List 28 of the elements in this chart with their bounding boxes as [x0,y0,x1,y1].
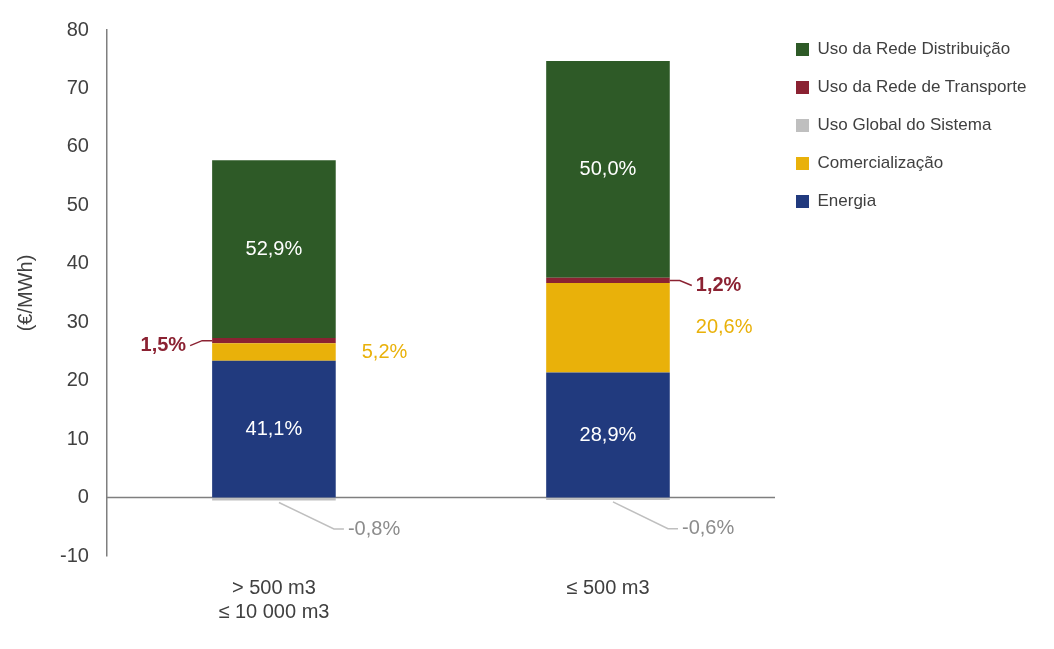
annotation: 5,2% [361,339,408,362]
legend-label: Energia [817,191,877,211]
legend-label: Uso Global do Sistema [817,115,992,135]
legend-label: Uso da Rede Distribuição [817,39,1011,59]
y-tick-label: 50 [66,192,89,215]
y-tick-label: 30 [66,309,89,332]
y-axis-title: (€/MWh) [13,254,36,332]
y-tick-label: 40 [66,251,89,274]
annotation: 20,6% [695,315,753,338]
y-tick-label: 0 [77,485,89,508]
legend-label: Comercialização [817,153,944,173]
annotation: 28,9% [579,422,637,445]
y-tick-label: -10 [60,543,89,566]
y-tick-label: 10 [66,426,89,449]
annotation: 1,5% [140,333,187,356]
annotation: 41,1% [245,416,303,439]
annotation: 50,0% [579,156,637,179]
annotation: -0,8% [347,516,401,539]
legend-label: Uso da Rede de Transporte [817,77,1027,97]
annotation: 1,2% [695,272,742,295]
y-tick-label: 20 [66,368,89,391]
annotation: 52,9% [245,236,303,259]
x-tick-label: ≤ 500 m3 [566,575,650,598]
y-tick-label: 80 [66,17,89,40]
y-tick-label: 70 [66,75,89,98]
annotation: -0,6% [681,516,735,539]
y-tick-label: 60 [66,134,89,157]
x-tick-label: > 500 m3 ≤ 10 000 m3 [218,575,330,622]
